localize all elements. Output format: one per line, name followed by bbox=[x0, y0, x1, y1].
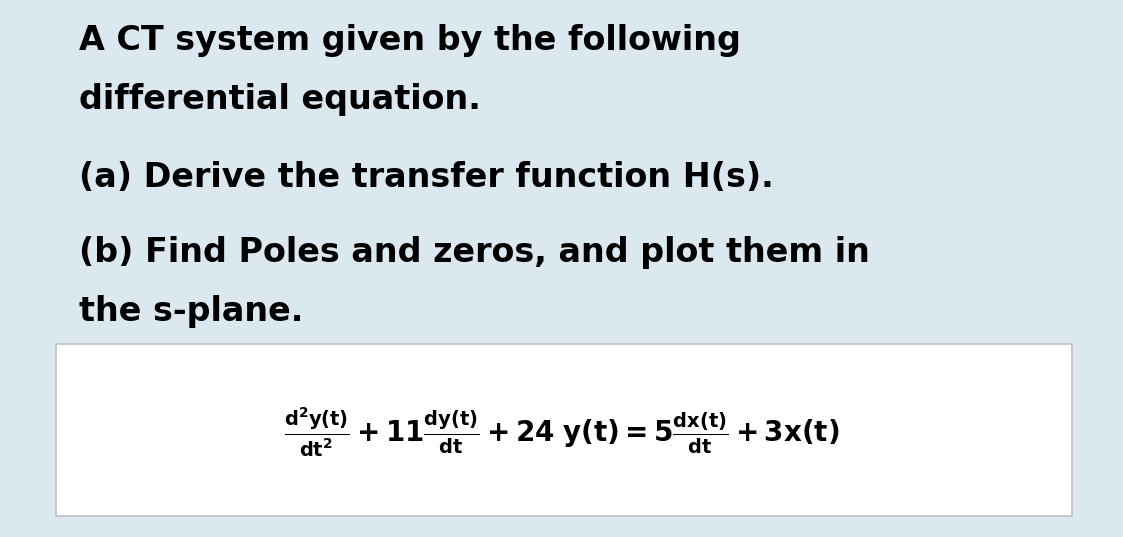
FancyBboxPatch shape bbox=[56, 344, 1072, 516]
Text: $\mathbf{\frac{d^2y(t)}{dt^2} + 11\frac{dy(t)}{dt} + 24\ y(t) = 5\frac{dx(t)}{dt: $\mathbf{\frac{d^2y(t)}{dt^2} + 11\frac{… bbox=[284, 406, 839, 459]
Text: (b) Find Poles and zeros, and plot them in: (b) Find Poles and zeros, and plot them … bbox=[79, 236, 869, 269]
Text: (a) Derive the transfer function H(s).: (a) Derive the transfer function H(s). bbox=[79, 161, 774, 194]
Text: A CT system given by the following: A CT system given by the following bbox=[79, 24, 740, 57]
Text: differential equation.: differential equation. bbox=[79, 83, 481, 116]
Text: the s-plane.: the s-plane. bbox=[79, 295, 303, 328]
